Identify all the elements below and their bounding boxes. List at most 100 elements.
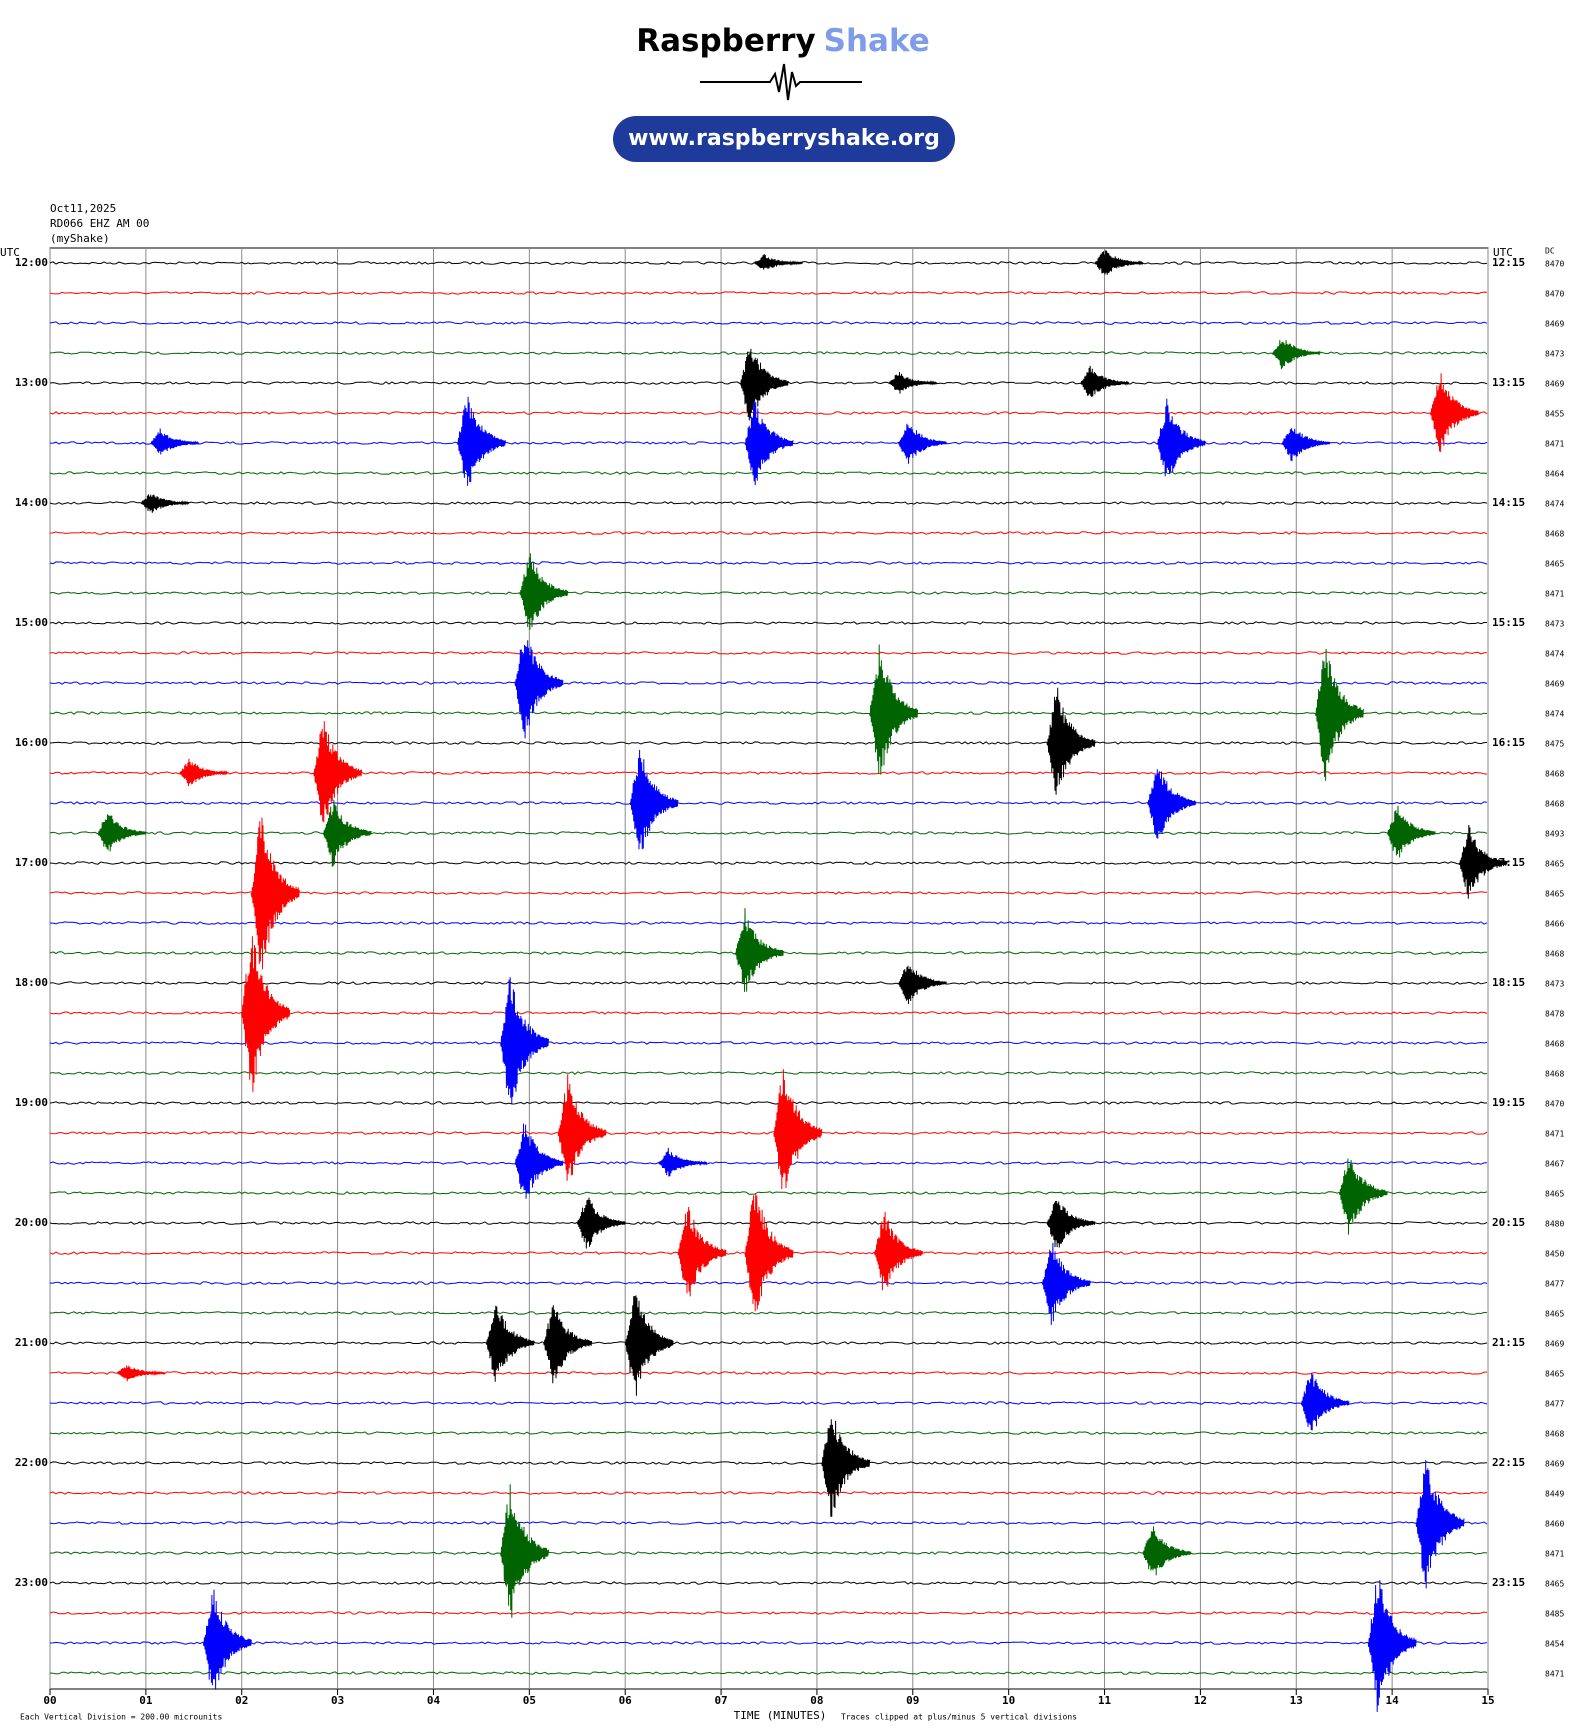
dc-label: 8468 [1545, 950, 1564, 959]
x-tick-label: 04 [427, 1694, 441, 1707]
seismic-event [1142, 1526, 1192, 1576]
seismic-event [1338, 1158, 1388, 1235]
seismic-event [739, 348, 789, 421]
dc-label: 8473 [1545, 350, 1564, 359]
seismic-event [250, 817, 300, 970]
dc-label: 8468 [1545, 1430, 1564, 1439]
seismic-event [485, 1305, 535, 1382]
dc-label: 8477 [1545, 1280, 1564, 1289]
trace [49, 591, 1488, 595]
seismic-event [1415, 1460, 1465, 1589]
dc-label: 8471 [1545, 1550, 1564, 1559]
seismic-event [744, 401, 794, 486]
seismic-event [1386, 805, 1436, 858]
dc-header: DC [1545, 247, 1555, 256]
seismic-event [888, 372, 938, 394]
trace [49, 741, 1488, 745]
left-time-label: 16:00 [15, 736, 48, 749]
dc-label: 8470 [1545, 260, 1564, 269]
x-tick-label: 08 [810, 1694, 823, 1707]
x-tick-label: 09 [906, 1694, 919, 1707]
trace [49, 471, 1488, 475]
seismic-event [313, 721, 363, 823]
trace [49, 771, 1488, 775]
right-time-label: 16:15 [1492, 736, 1525, 749]
right-time-label: 21:15 [1492, 1336, 1525, 1349]
dc-label: 8473 [1545, 980, 1564, 989]
dc-label: 8471 [1545, 440, 1564, 449]
right-time-label: 14:15 [1492, 496, 1525, 509]
seismic-event [1271, 340, 1321, 370]
x-tick-label: 10 [1002, 1694, 1015, 1707]
trace [49, 801, 1488, 805]
trace [49, 1641, 1488, 1645]
dc-label: 8466 [1545, 920, 1564, 929]
trace [49, 1551, 1488, 1555]
trace [50, 1311, 1488, 1315]
seismic-event [140, 494, 190, 513]
left-unit: UTC [0, 246, 20, 259]
left-time-label: 20:00 [15, 1216, 48, 1229]
url[interactable]: www.raspberryshake.org [628, 126, 940, 151]
seismic-event [624, 1295, 674, 1396]
right-unit: UTC [1493, 246, 1513, 259]
x-tick-label: 05 [523, 1694, 536, 1707]
seismic-event [514, 1123, 564, 1199]
trace [49, 681, 1488, 685]
dc-label: 8465 [1545, 1580, 1564, 1589]
seismic-event [1041, 1242, 1091, 1325]
trace [49, 1341, 1488, 1345]
trace [49, 531, 1488, 535]
trace [49, 1101, 1487, 1105]
left-time-label: 22:00 [15, 1456, 48, 1469]
x-axis-title: TIME (MINUTES) [734, 1709, 827, 1722]
trace [49, 921, 1488, 925]
url-pill[interactable] [613, 116, 955, 162]
logo-text: Raspberry Shake [636, 23, 930, 59]
dc-label: 8474 [1545, 710, 1564, 719]
dc-label: 8478 [1545, 1010, 1564, 1019]
seismic-event [734, 908, 784, 992]
seismic-event [744, 1193, 794, 1312]
trace [49, 1461, 1488, 1465]
dc-label: 8465 [1545, 560, 1564, 569]
trace [49, 1431, 1488, 1435]
seismic-event [1314, 648, 1364, 781]
dc-label: 8455 [1545, 410, 1564, 419]
trace [49, 981, 1488, 985]
dc-label: 8468 [1545, 1040, 1564, 1049]
seismic-event [500, 977, 549, 1104]
x-tick-label: 13 [1290, 1694, 1303, 1707]
dc-label: 8474 [1545, 650, 1564, 659]
trace [49, 501, 1488, 505]
seismic-event [1080, 365, 1129, 398]
left-time-label: 15:00 [15, 616, 48, 629]
trace [49, 1071, 1488, 1075]
seismic-event [1430, 373, 1479, 452]
seismic-event [456, 396, 506, 486]
right-time-label: 15:15 [1492, 616, 1525, 629]
seismic-event [241, 936, 291, 1092]
seismic-event [322, 799, 372, 867]
trace [49, 1281, 1488, 1285]
dc-label: 8470 [1545, 1100, 1564, 1109]
clip-note: Traces clipped at plus/minus 5 vertical … [841, 1713, 1077, 1722]
logo-brand-accent: Shake [824, 23, 930, 59]
trace [49, 831, 1488, 835]
trace [49, 291, 1488, 295]
dc-label: 8469 [1545, 1460, 1564, 1469]
seismic-event [500, 1484, 549, 1618]
x-tick-label: 01 [139, 1694, 153, 1707]
dc-label: 8450 [1545, 1250, 1564, 1259]
dc-label: 8465 [1545, 1190, 1564, 1199]
right-time-label: 13:15 [1492, 376, 1525, 389]
trace [49, 411, 1488, 415]
source: (myShake) [50, 232, 110, 245]
dc-label: 8468 [1545, 1070, 1564, 1079]
x-tick-label: 07 [714, 1694, 727, 1707]
right-time-label: 23:15 [1492, 1576, 1525, 1589]
dc-label: 8465 [1545, 1310, 1564, 1319]
date: Oct11,2025 [50, 202, 116, 215]
seismic-event [658, 1147, 708, 1177]
